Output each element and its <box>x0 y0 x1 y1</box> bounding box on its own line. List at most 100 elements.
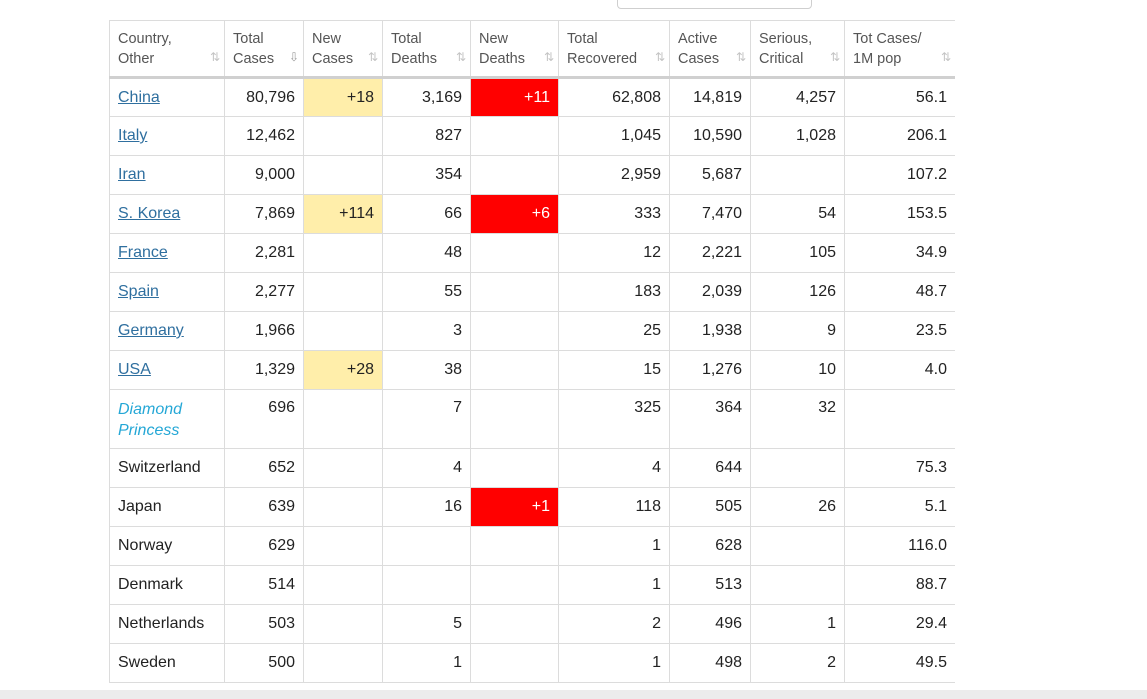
cell-total-cases: 696 <box>224 389 304 449</box>
column-header-label: Active Cases <box>678 30 720 67</box>
table-row: USA 1,329 +28 38 15 1,276 10 4.0 <box>109 350 955 390</box>
cell-total-cases: 80,796 <box>224 77 304 117</box>
cell-total-deaths: 3 <box>382 311 471 351</box>
country-link[interactable]: S. Korea <box>118 205 181 222</box>
column-header-new-deaths[interactable]: New Deaths ⇅ <box>470 20 559 79</box>
cell-active-cases: 5,687 <box>669 155 751 195</box>
sort-icon[interactable]: ⇅ <box>209 50 220 64</box>
cell-new-cases: +114 <box>303 194 383 234</box>
sort-icon[interactable]: ⇅ <box>654 50 665 64</box>
sort-icon[interactable]: ⇅ <box>829 50 840 64</box>
cell-total-recovered: 25 <box>558 311 670 351</box>
country-name: Japan <box>118 498 162 515</box>
cell-total-deaths <box>382 565 471 605</box>
cell-active-cases: 498 <box>669 643 751 683</box>
cell-new-deaths <box>470 233 559 273</box>
sort-icon[interactable]: ⇅ <box>940 50 951 64</box>
country-cell: S. Korea <box>109 194 225 234</box>
sort-icon[interactable]: ⇩ <box>288 50 299 64</box>
cell-serious-critical: 2 <box>750 643 845 683</box>
table-row: S. Korea 7,869 +114 66 +6 333 7,470 54 153.5 <box>109 194 955 234</box>
cell-total-recovered: 118 <box>558 487 670 527</box>
cell-total-deaths: 66 <box>382 194 471 234</box>
cell-new-cases <box>303 311 383 351</box>
cell-new-deaths <box>470 350 559 390</box>
cell-total-deaths: 7 <box>382 389 471 449</box>
column-header-total-cases[interactable]: Total Cases ⇩ <box>224 20 304 79</box>
table-row: Iran 9,000 354 2,959 5,687 107.2 <box>109 155 955 195</box>
cell-tot-cases-1m: 29.4 <box>844 604 955 644</box>
country-name: Netherlands <box>118 615 205 632</box>
cell-active-cases: 496 <box>669 604 751 644</box>
cell-total-cases: 1,329 <box>224 350 304 390</box>
cell-tot-cases-1m: 48.7 <box>844 272 955 312</box>
country-cell: Germany <box>109 311 225 351</box>
column-header-country[interactable]: Country, Other ⇅ <box>109 20 225 79</box>
sort-icon[interactable]: ⇅ <box>455 50 466 64</box>
table-row: Norway 629 1 628 116.0 <box>109 526 955 566</box>
cell-tot-cases-1m: 88.7 <box>844 565 955 605</box>
cell-active-cases: 364 <box>669 389 751 449</box>
country-name: Norway <box>118 537 173 554</box>
country-name: Switzerland <box>118 459 201 476</box>
country-link[interactable]: Italy <box>118 127 148 144</box>
cell-new-deaths <box>470 311 559 351</box>
country-cell: Diamond Princess <box>109 389 225 449</box>
country-link[interactable]: Germany <box>118 322 184 339</box>
table-row: Switzerland 652 4 4 644 75.3 <box>109 448 955 488</box>
country-link[interactable]: France <box>118 244 168 261</box>
cell-active-cases: 2,039 <box>669 272 751 312</box>
column-header-label: Tot Cases/ 1M pop <box>853 30 922 67</box>
search-input[interactable] <box>617 0 812 9</box>
column-header-active-cases[interactable]: Active Cases ⇅ <box>669 20 751 79</box>
country-link[interactable]: China <box>118 88 160 106</box>
column-header-label: New Deaths <box>479 30 525 67</box>
cell-tot-cases-1m: 34.9 <box>844 233 955 273</box>
cell-total-deaths: 354 <box>382 155 471 195</box>
table-body: China 80,796 +18 3,169 +11 62,808 14,819 4,257 5… <box>109 77 955 683</box>
cell-active-cases: 505 <box>669 487 751 527</box>
cell-total-recovered: 1 <box>558 643 670 683</box>
cell-serious-critical: 32 <box>750 389 845 449</box>
country-cell: Japan <box>109 487 225 527</box>
country-link[interactable]: USA <box>118 361 151 378</box>
column-header-tot-cases-1m[interactable]: Tot Cases/ 1M pop ⇅ <box>844 20 955 79</box>
table-row: Diamond Princess 696 7 325 364 32 <box>109 389 955 449</box>
cell-new-deaths <box>470 116 559 156</box>
table-row: Netherlands 503 5 2 496 1 29.4 <box>109 604 955 644</box>
table-row: Sweden 500 1 1 498 2 49.5 <box>109 643 955 683</box>
country-link[interactable]: Spain <box>118 283 159 300</box>
cell-total-deaths: 5 <box>382 604 471 644</box>
column-header-total-deaths[interactable]: Total Deaths ⇅ <box>382 20 471 79</box>
sort-icon[interactable]: ⇅ <box>367 50 378 64</box>
cell-total-deaths: 3,169 <box>382 77 471 117</box>
cell-new-cases <box>303 272 383 312</box>
column-header-label: New Cases <box>312 30 354 67</box>
country-name: Denmark <box>118 576 183 593</box>
horizontal-scrollbar[interactable] <box>0 690 1147 699</box>
cell-serious-critical: 4,257 <box>750 77 845 117</box>
cell-tot-cases-1m: 49.5 <box>844 643 955 683</box>
column-header-new-cases[interactable]: New Cases ⇅ <box>303 20 383 79</box>
country-link[interactable]: Iran <box>118 166 146 183</box>
cell-new-cases <box>303 643 383 683</box>
cell-new-cases <box>303 233 383 273</box>
country-name-ship: Diamond Princess <box>118 401 183 439</box>
cell-total-recovered: 325 <box>558 389 670 449</box>
cell-total-recovered: 15 <box>558 350 670 390</box>
cell-total-recovered: 12 <box>558 233 670 273</box>
cell-active-cases: 513 <box>669 565 751 605</box>
cell-total-cases: 503 <box>224 604 304 644</box>
column-header-serious-critical[interactable]: Serious, Critical ⇅ <box>750 20 845 79</box>
cell-new-cases: +28 <box>303 350 383 390</box>
column-header-label: Serious, Critical <box>759 30 813 67</box>
cell-tot-cases-1m: 23.5 <box>844 311 955 351</box>
column-header-total-recovered[interactable]: Total Recovered ⇅ <box>558 20 670 79</box>
country-cell: Switzerland <box>109 448 225 488</box>
sort-icon[interactable]: ⇅ <box>543 50 554 64</box>
cell-new-deaths <box>470 389 559 449</box>
cell-new-deaths <box>470 565 559 605</box>
cell-tot-cases-1m: 4.0 <box>844 350 955 390</box>
sort-icon[interactable]: ⇅ <box>735 50 746 64</box>
cell-new-deaths: +1 <box>470 487 559 527</box>
